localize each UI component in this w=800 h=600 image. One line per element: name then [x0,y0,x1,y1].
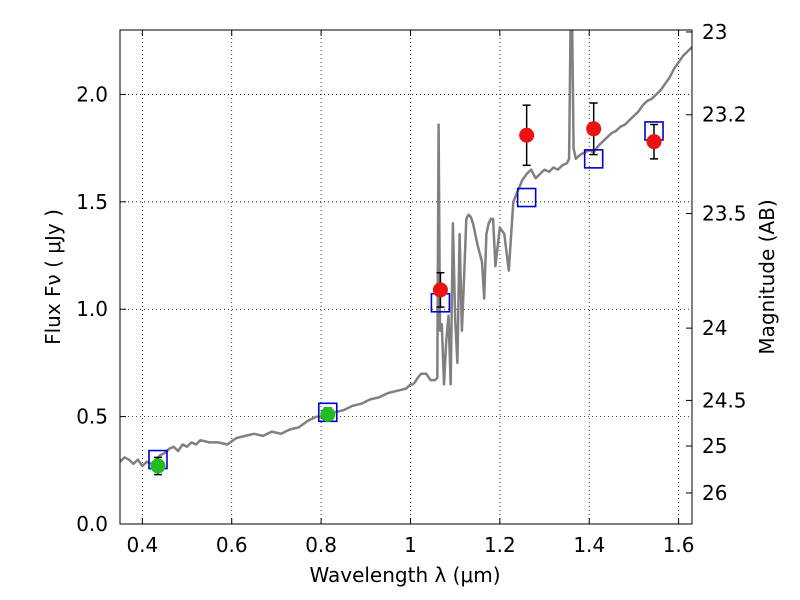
x-tick-label: 0.4 [126,533,158,557]
x-tick-label: 1 [404,533,417,557]
right-tick-label: 23.2 [702,103,747,127]
error-bars-layer [153,102,659,476]
nir-data-point [586,121,602,137]
model-spectrum-layer [120,30,692,468]
right-axis-ticks: 23 23.2 23.5 24 24.5 25 26 [686,20,747,505]
plot-frame [119,29,693,525]
model-photometry-layer [148,121,664,470]
x-axis-ticks: 0.4 0.6 0.8 1 1.2 1.4 1.6 [126,30,695,557]
right-tick-label: 24.5 [702,388,747,412]
optical-data-point [320,406,336,422]
nir-data-point [432,282,448,298]
y-tick-label: 1.5 [76,190,108,214]
model-photometry-square [583,149,604,169]
y-axis-ticks: 0.0 0.5 1.0 1.5 2.0 [76,82,126,536]
right-tick-label: 26 [702,481,727,505]
right-tick-label: 23 [702,20,727,44]
optical-data-point [150,458,166,474]
x-tick-label: 0.8 [305,533,337,557]
y-axis-label: Flux Fν ( μJy ) [41,209,65,345]
x-tick-label: 1.2 [484,533,516,557]
x-tick-label: 0.6 [216,533,248,557]
x-tick-label: 1.4 [573,533,605,557]
observed-photometry-layer [150,121,662,474]
y-tick-label: 0.5 [76,405,108,429]
y-tick-label: 0.0 [76,512,108,536]
x-tick-label: 1.6 [663,533,695,557]
y-tick-label: 1.0 [76,297,108,321]
right-tick-label: 23.5 [702,202,747,226]
y-tick-label: 2.0 [76,82,108,106]
right-axis-label: Magnitude (AB) [755,199,779,354]
nir-data-point [646,134,662,150]
x-axis-label: Wavelength λ (μm) [309,563,500,587]
right-tick-label: 24 [702,316,727,340]
model-photometry-square [516,187,537,208]
grid-lines [120,30,692,525]
right-tick-label: 25 [702,434,727,458]
model-spectrum-line [120,30,692,468]
nir-data-point [519,127,535,143]
